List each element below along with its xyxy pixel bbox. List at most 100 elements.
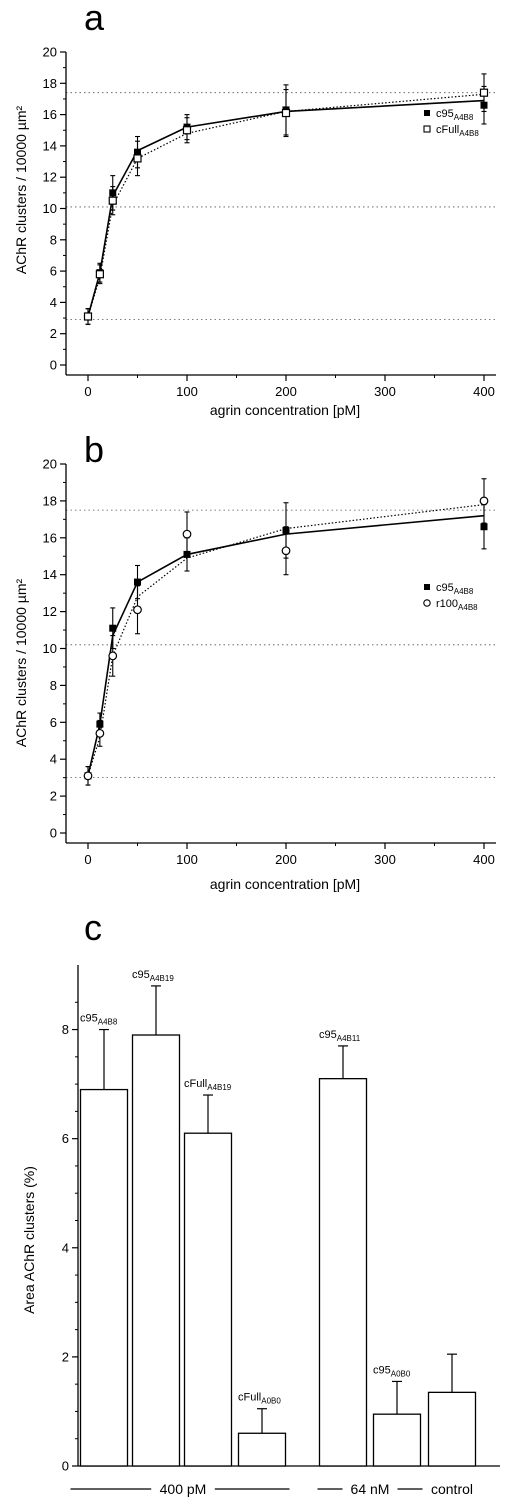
panel-a: a 0 100 200 300 400 0 2 4 6 8 10 12 14 16 18 20 c95A4B…	[13, 0, 496, 418]
y-tick-label: 18	[43, 76, 57, 91]
data-point-r100	[182, 529, 192, 539]
panel-b-reference-lines	[66, 509, 496, 779]
panel-a-x-ticks: 0 100 200 300 400	[84, 375, 495, 399]
y-tick-label: 14	[43, 567, 57, 582]
panel-c-bars	[79, 1034, 477, 1467]
y-tick-label: 0	[50, 358, 57, 373]
panel-a-reference-lines	[66, 92, 496, 321]
panel-a-y-axis-label: AChR clusters / 10000 µm²	[13, 105, 29, 274]
data-point-r100	[479, 496, 489, 506]
y-tick-label: 2	[62, 1349, 69, 1364]
panel-c-y-ticks: 0 2 4 6 8	[62, 1001, 78, 1474]
x-tick-label: 200	[275, 852, 297, 867]
y-tick-label: 6	[50, 264, 57, 279]
legend-label: cFullA4B8	[436, 124, 479, 138]
bar-4	[318, 1078, 368, 1467]
panel-c: c 0 2 4 6 8 c95A4B8 c95A4B19 cFullA4B19 cFullA0…	[21, 907, 500, 1497]
panel-b-y-ticks: 0 2 4 6 8 10 12 14 16 18 20	[43, 457, 66, 841]
panel-b-error-bars	[85, 478, 487, 786]
y-tick-label: 4	[50, 752, 57, 767]
panel-c-letter: c	[84, 907, 102, 948]
bar-1	[131, 1034, 181, 1467]
x-tick-label: 200	[275, 384, 297, 399]
x-tick-label: 300	[374, 852, 396, 867]
data-point-cFull	[182, 126, 192, 135]
data-point-c95	[109, 189, 117, 197]
panel-b-y-axis-label: AChR clusters / 10000 µm²	[13, 578, 29, 747]
data-point-c95	[134, 148, 141, 156]
y-tick-label: 18	[43, 493, 57, 508]
bar-label-2: cFullA4B19	[184, 1078, 232, 1092]
data-point-cFull	[95, 270, 104, 279]
x-tick-label: 400	[473, 852, 495, 867]
group-label-2: control	[431, 1481, 473, 1497]
legend-marker	[423, 125, 431, 133]
data-point-c95	[96, 720, 104, 728]
data-point-c95	[480, 523, 488, 531]
y-tick-label: 10	[43, 201, 57, 216]
y-tick-label: 8	[50, 678, 57, 693]
y-tick-label: 0	[50, 826, 57, 841]
y-tick-label: 20	[43, 457, 57, 472]
panel-c-y-axis-label: Area AChR clusters (%)	[21, 1166, 37, 1314]
data-point-cFull	[281, 108, 291, 118]
bar-label-0: c95A4B8	[80, 1013, 118, 1027]
data-point-c95	[480, 101, 488, 109]
panel-c-group-labels: 400 pM 64 nM control	[70, 1481, 473, 1497]
y-tick-label: 8	[62, 1022, 69, 1037]
bar-label-3: cFullA0B0	[238, 1392, 281, 1406]
panel-c-error-bars	[99, 985, 457, 1434]
panel-b: b 0 100 200 300 400 0 2 4 6 8 10 12 14 16 18 20 c95A4B…	[13, 429, 496, 892]
panel-b-letter: b	[84, 429, 104, 470]
y-tick-label: 4	[50, 295, 57, 310]
y-tick-label: 2	[50, 789, 57, 804]
data-point-c95	[109, 624, 117, 632]
bar-6	[427, 1391, 477, 1467]
data-point-cFull	[108, 196, 117, 205]
panel-a-legend: c95A4B8 cFullA4B8	[423, 108, 479, 138]
data-point-r100	[281, 546, 291, 556]
data-point-cFull	[479, 88, 489, 97]
panel-b-markers	[83, 496, 489, 781]
y-tick-label: 4	[62, 1240, 69, 1255]
x-tick-label: 0	[84, 384, 91, 399]
panel-a-x-axis-label: agrin concentration [pM]	[210, 402, 360, 418]
panel-a-axes	[65, 52, 496, 376]
panel-b-x-ticks: 0 100 200 300 400	[84, 843, 495, 867]
bar-2	[183, 1132, 233, 1467]
group-label-1: 64 nM	[351, 1481, 390, 1497]
y-tick-label: 6	[62, 1131, 69, 1146]
x-tick-label: 100	[176, 384, 198, 399]
x-tick-label: 100	[176, 852, 198, 867]
data-point-c95	[183, 550, 191, 558]
x-tick-label: 0	[84, 852, 91, 867]
y-tick-label: 20	[43, 45, 57, 60]
legend-label: r100A4B8	[436, 598, 478, 612]
y-tick-label: 8	[50, 232, 57, 247]
bar-label-4: c95A4B11	[319, 1029, 361, 1043]
y-tick-label: 16	[43, 107, 57, 122]
y-tick-label: 12	[43, 604, 57, 619]
panel-a-markers	[83, 88, 489, 321]
data-point-r100	[83, 771, 93, 781]
y-tick-label: 6	[50, 715, 57, 730]
panel-a-letter: a	[84, 0, 105, 38]
legend-marker	[424, 110, 430, 116]
y-tick-label: 10	[43, 641, 57, 656]
y-tick-label: 2	[50, 326, 57, 341]
y-tick-label: 14	[43, 138, 57, 153]
data-point-c95	[282, 526, 290, 534]
legend-marker	[423, 599, 431, 607]
panel-a-y-ticks: 0 2 4 6 8 10 12 14 16 18 20	[43, 45, 66, 373]
data-point-r100	[108, 651, 118, 661]
bar-0	[79, 1088, 129, 1467]
data-point-c95	[134, 578, 141, 586]
y-tick-label: 12	[43, 170, 57, 185]
bar-5	[372, 1413, 422, 1467]
data-point-cFull	[133, 154, 142, 163]
bar-3	[237, 1432, 287, 1467]
legend-marker	[424, 584, 430, 590]
legend-label: c95A4B8	[436, 108, 474, 122]
y-tick-label: 0	[62, 1459, 69, 1474]
